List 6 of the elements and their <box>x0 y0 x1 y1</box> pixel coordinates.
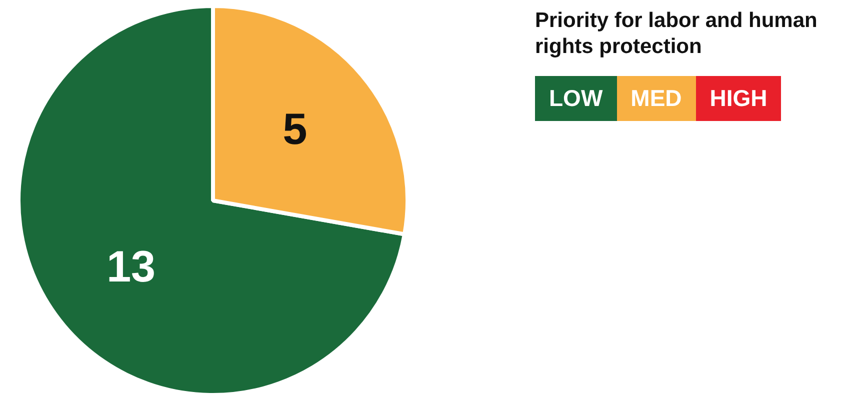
legend-label: HIGH <box>710 76 782 121</box>
data-label: 13 <box>106 242 156 292</box>
legend-title: Priority for labor and human rights protection <box>535 8 818 60</box>
legend-label: LOW <box>549 76 617 121</box>
legend-label: MED <box>630 76 696 121</box>
data-label: 5 <box>282 104 308 154</box>
